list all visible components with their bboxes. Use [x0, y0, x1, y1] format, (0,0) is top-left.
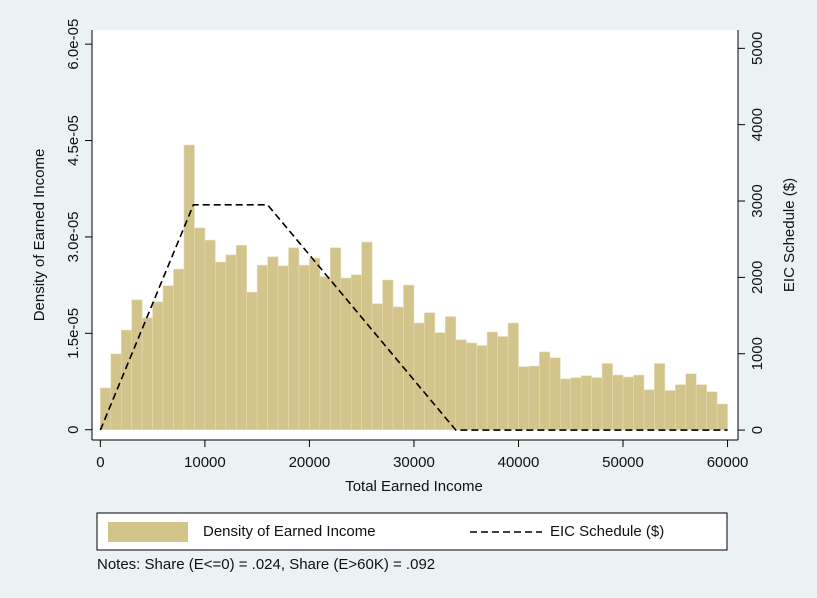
- histogram-bar: [403, 284, 415, 431]
- histogram-bar: [664, 390, 676, 431]
- legend: [96, 512, 728, 551]
- histogram-bar: [549, 357, 561, 431]
- x-tick-label: 10000: [184, 454, 226, 471]
- histogram-bar: [633, 374, 645, 431]
- histogram-bar: [225, 254, 237, 431]
- histogram-bar: [330, 247, 342, 431]
- histogram-bar: [152, 301, 164, 431]
- histogram-bar: [434, 332, 446, 431]
- histogram-bar: [361, 241, 373, 431]
- histogram-bar: [392, 306, 404, 431]
- histogram-bar: [424, 312, 436, 431]
- histogram-bar: [476, 345, 488, 431]
- legend-label: Density of Earned Income: [203, 523, 376, 540]
- histogram-bar: [643, 389, 655, 431]
- histogram-bar: [622, 376, 634, 431]
- histogram-bar: [518, 366, 530, 431]
- histogram-bar: [256, 264, 268, 431]
- histogram-bar: [570, 377, 582, 431]
- histogram-bar: [340, 277, 352, 431]
- histogram-bar: [267, 256, 279, 431]
- histogram-bar: [204, 239, 216, 431]
- histogram-bar: [194, 227, 206, 431]
- note: Notes: Share (E<=0) = .024, Share (E>60K…: [97, 556, 435, 573]
- histogram-bar: [559, 378, 572, 431]
- y2-tick-label: 2000: [749, 261, 766, 294]
- histogram-bar: [110, 353, 122, 431]
- histogram-bar: [695, 384, 707, 431]
- y2-tick-label: 0: [749, 426, 766, 434]
- histogram-bar: [183, 144, 195, 431]
- histogram-bar: [413, 322, 425, 431]
- histogram-bar: [173, 268, 185, 431]
- x-tick-label: 0: [96, 454, 104, 471]
- histogram-bar: [246, 291, 258, 431]
- histogram-bar: [277, 265, 289, 431]
- histogram-bar: [497, 336, 509, 431]
- histogram-bar: [591, 377, 603, 431]
- x-tick-label: 40000: [498, 454, 540, 471]
- x-tick-label: 20000: [289, 454, 331, 471]
- histogram-bar: [298, 264, 310, 431]
- histogram-bar: [486, 331, 498, 431]
- histogram-bar: [319, 276, 331, 431]
- histogram-bar: [141, 317, 153, 431]
- histogram-bar: [601, 363, 613, 431]
- y-tick-label: 6.0e-05: [65, 19, 82, 70]
- histogram-bar: [445, 316, 457, 431]
- y2-tick-label: 4000: [749, 108, 766, 141]
- histogram-bar: [539, 351, 551, 431]
- histogram-bar: [131, 299, 143, 431]
- histogram-bar: [465, 342, 477, 431]
- histogram-bar: [716, 403, 728, 431]
- histogram-bar: [120, 329, 133, 431]
- histogram-bar: [350, 274, 362, 431]
- x-axis-label: Total Earned Income: [345, 478, 483, 495]
- histogram-bar: [528, 365, 540, 431]
- y2-axis-label: EIC Schedule ($): [781, 178, 798, 292]
- y-tick-label: 3.0e-05: [65, 211, 82, 262]
- x-tick-label: 60000: [707, 454, 749, 471]
- histogram-bar: [288, 247, 300, 431]
- histogram-bar: [215, 261, 227, 431]
- y-axis-label: Density of Earned Income: [31, 149, 48, 322]
- y2-tick-label: 3000: [749, 184, 766, 217]
- histogram-bar: [685, 373, 697, 431]
- histogram-bar: [612, 374, 624, 431]
- legend-label: EIC Schedule ($): [550, 523, 664, 540]
- x-tick-label: 30000: [393, 454, 435, 471]
- y2-tick-label: 1000: [749, 337, 766, 370]
- histogram-bar: [162, 285, 174, 431]
- legend-swatch: [108, 522, 188, 542]
- y-tick-label: 0: [65, 426, 82, 434]
- histogram-bar: [507, 322, 519, 431]
- y-tick-label: 1.5e-05: [65, 308, 82, 359]
- histogram-bar: [706, 391, 718, 431]
- histogram-bar: [371, 303, 383, 431]
- y2-tick-label: 5000: [749, 32, 766, 65]
- histogram-bar: [580, 375, 592, 431]
- histogram-bar: [654, 363, 666, 431]
- histogram-bar: [382, 279, 394, 431]
- x-tick-label: 50000: [602, 454, 644, 471]
- histogram-bar: [674, 384, 687, 431]
- histogram-bar: [309, 257, 321, 431]
- histogram-bar: [235, 244, 248, 431]
- y-tick-label: 4.5e-05: [65, 115, 82, 166]
- histogram-bar: [455, 339, 467, 431]
